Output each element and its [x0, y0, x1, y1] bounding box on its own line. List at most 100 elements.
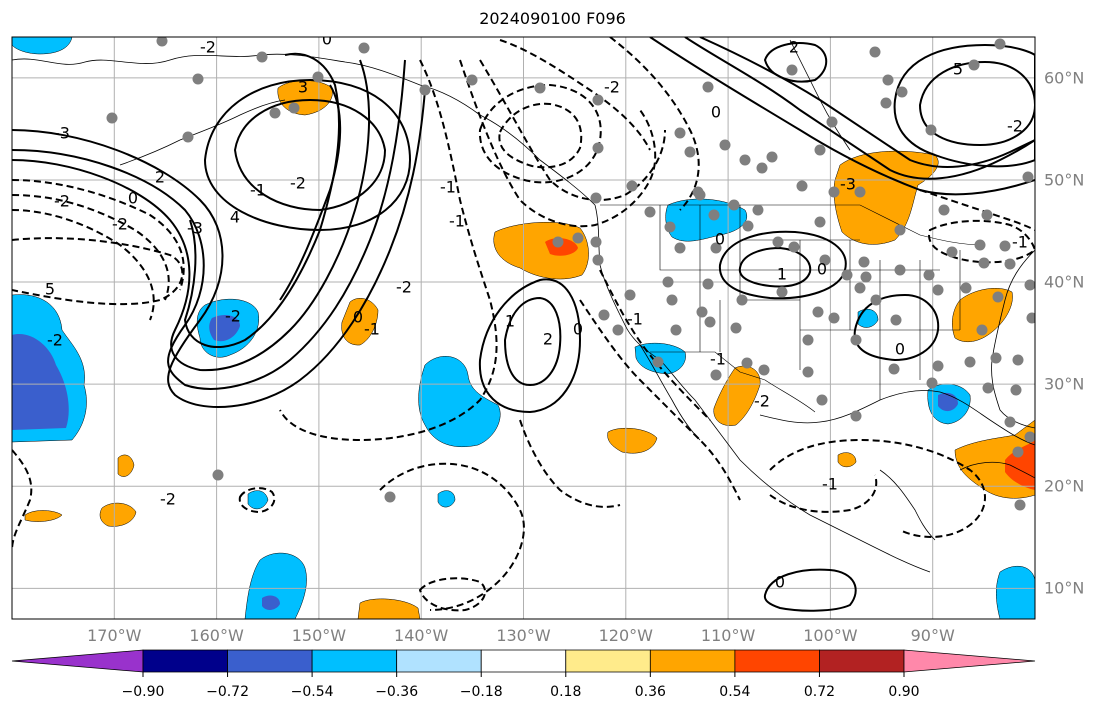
colorbar-tick-label: 0.90 — [888, 684, 920, 700]
station-dot — [742, 220, 754, 232]
station-dot — [978, 257, 990, 269]
dashed-trough-hudson — [609, 37, 700, 211]
station-dot — [819, 254, 831, 266]
station-dot — [664, 221, 676, 233]
station-dot — [696, 306, 708, 318]
station-dot — [854, 282, 866, 294]
station-dot — [666, 294, 678, 306]
contour-label: 5 — [953, 60, 963, 79]
station-dot — [552, 236, 564, 248]
station-dot — [702, 81, 714, 93]
neg-region-south-pacific — [244, 552, 307, 619]
station-dot — [994, 38, 1006, 50]
station-dot — [894, 264, 906, 276]
dashed-contour-central-south — [519, 419, 621, 508]
station-dot — [990, 352, 1002, 364]
station-dot — [674, 127, 686, 139]
contour-jet-north — [684, 37, 1035, 180]
station-dot — [850, 334, 862, 346]
contour-labels: -2 0-3-2 032-2-1 -245-2-3-2-1-1-2 0-1-2120-1… — [45, 30, 1028, 592]
station-dot — [626, 180, 638, 192]
station-dot — [156, 37, 168, 47]
contour-label: 0 — [711, 103, 721, 122]
dashed-contour-south-west — [12, 449, 33, 551]
strong-pos-caribbean — [1005, 440, 1035, 490]
station-dot — [828, 312, 840, 324]
contour-label: 2 — [155, 168, 165, 187]
station-dot — [192, 73, 204, 85]
contour-label: 5 — [45, 280, 55, 299]
dashed-trough-west-3 — [12, 209, 155, 321]
contour-label: -1 — [250, 181, 266, 200]
contour-label: 4 — [230, 208, 240, 227]
station-dot — [786, 64, 798, 76]
station-dot — [1026, 312, 1035, 324]
contour-label: -2 — [54, 192, 70, 211]
station-dot — [882, 74, 894, 86]
contour-label: -2 — [290, 174, 306, 193]
station-dot — [1004, 416, 1016, 428]
station-dot — [858, 256, 870, 268]
station-dot — [826, 116, 838, 128]
contour-ridge-3 — [12, 59, 371, 372]
longitude-tick-label: 100°W — [803, 626, 858, 645]
station-dot — [946, 246, 958, 258]
neg-region-small-island — [437, 490, 456, 508]
station-dot — [730, 322, 742, 334]
station-dot — [694, 189, 706, 201]
contour-ridge-1 — [12, 89, 426, 408]
station-dot — [999, 240, 1011, 252]
station-dot — [888, 363, 900, 375]
contour-label: 0 — [322, 30, 332, 49]
station-dot — [572, 232, 584, 244]
contour-label: -3 — [840, 175, 856, 194]
neg-region-small-pacific — [247, 490, 269, 510]
colorbar-segment — [396, 649, 482, 673]
colorbar-tick-label: 0.36 — [634, 684, 666, 700]
colorbar-tick-label: −0.36 — [375, 684, 419, 700]
station-dot — [466, 74, 478, 86]
station-dot — [802, 366, 814, 378]
longitude-tick-label: 130°W — [496, 626, 551, 645]
station-dot — [590, 236, 602, 248]
contour-jet-north-3 — [649, 37, 1035, 196]
station-dot — [592, 254, 604, 266]
alaska-coast — [12, 53, 596, 206]
political-borders — [600, 204, 986, 413]
observation-stations — [106, 37, 1035, 511]
station-dot — [796, 180, 808, 192]
latitude-tick-label: 60°N — [1044, 68, 1085, 88]
station-dot — [814, 216, 826, 228]
contour-label: 1 — [505, 312, 515, 331]
dashed-contour-mexico-south — [769, 474, 878, 513]
station-dot — [212, 469, 224, 481]
contour-high-small — [763, 42, 828, 83]
contour-ridge-5 — [279, 84, 342, 301]
station-dot — [841, 269, 853, 281]
station-dot — [974, 239, 986, 251]
contour-label: -1 — [449, 212, 465, 231]
colorbar-segment — [649, 649, 736, 673]
station-dot — [1004, 258, 1016, 270]
station-dot — [1014, 499, 1026, 511]
neg-region-northwest — [12, 37, 73, 55]
station-dot — [674, 242, 686, 254]
colorbar-extend-low — [11, 649, 144, 673]
dashed-trough-northeast — [919, 189, 1035, 231]
station-dot — [870, 294, 882, 306]
west-coast — [594, 204, 931, 573]
pos-region-mexico — [713, 365, 761, 426]
station-dot — [624, 289, 636, 301]
colorbar-tick-label: 0.54 — [719, 684, 751, 700]
neg-region-caribbean — [996, 565, 1035, 619]
station-dot — [384, 491, 396, 503]
longitude-tick-label: 90°W — [910, 626, 955, 645]
dashed-low-east — [928, 219, 1035, 264]
station-dot — [684, 146, 696, 158]
station-dot — [741, 357, 753, 369]
strong-neg-west-edge — [12, 334, 69, 430]
station-dot — [598, 309, 610, 321]
pos-region-tropical-2 — [117, 454, 135, 477]
station-dot — [739, 154, 751, 166]
colorbar-segment — [734, 649, 820, 673]
